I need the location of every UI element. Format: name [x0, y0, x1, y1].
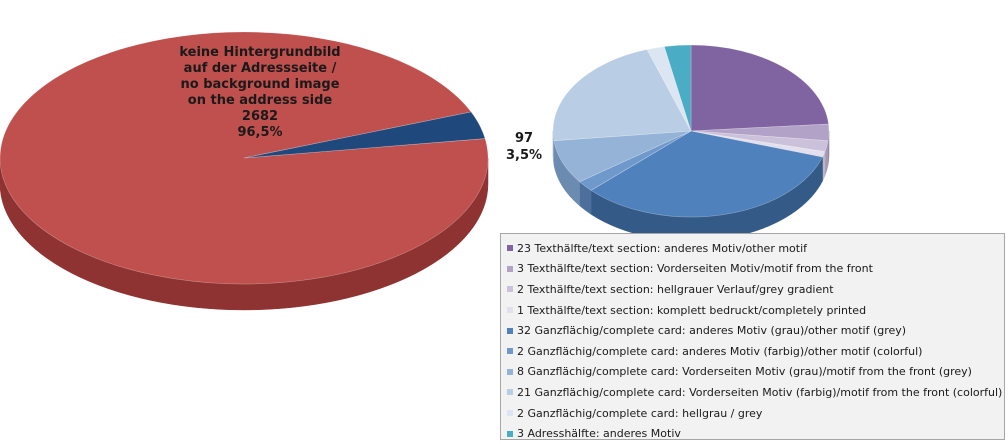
legend-swatch — [507, 307, 513, 314]
secondary-slice-label: 97 3,5% — [496, 130, 552, 164]
pie-slice — [0, 31, 489, 285]
legend-label: 3 Texthälfte/text section: Vorderseiten … — [517, 262, 873, 276]
legend-swatch — [507, 410, 513, 417]
secondary-slice-value: 97 — [514, 131, 534, 146]
pie-slice — [552, 49, 692, 142]
main-slice-percent: 96,5% — [237, 125, 283, 140]
main-slice-label-line: keine Hintergrundbild — [179, 45, 341, 60]
pie-slice — [579, 130, 692, 191]
legend-swatch — [507, 245, 513, 252]
main-slice-value: 2682 — [241, 109, 279, 124]
legend-swatch — [507, 286, 513, 293]
pie-slice — [553, 130, 692, 183]
legend-item: 2 Texthälfte/text section: hellgrauer Ve… — [507, 279, 1004, 300]
main-pie-chart — [0, 31, 489, 311]
main-slice-label-line: no background image — [180, 77, 340, 92]
legend-swatch — [507, 368, 513, 375]
legend-swatch — [507, 327, 513, 334]
legend-swatch — [507, 430, 513, 437]
main-slice-label: keine Hintergrundbild auf der Adressseit… — [150, 45, 370, 141]
legend-label: 8 Ganzflächig/complete card: Vorderseite… — [517, 365, 972, 379]
pie-slice — [690, 44, 829, 132]
legend-label: 1 Texthälfte/text section: komplett bedr… — [517, 303, 867, 317]
main-slice-label-line: auf der Adressseite / — [183, 61, 337, 76]
legend-item: 3 Texthälfte/text section: Vorderseiten … — [507, 259, 1004, 280]
pie-slice — [690, 130, 829, 153]
legend-item: 32 Ganzflächig/complete card: anderes Mo… — [507, 320, 1004, 341]
legend: 23 Texthälfte/text section: anderes Moti… — [500, 233, 1005, 440]
pie-slice — [690, 130, 826, 158]
pie-slice — [243, 111, 486, 159]
legend-swatch — [507, 348, 513, 355]
pie-slice — [646, 46, 692, 132]
legend-item: 8 Ganzflächig/complete card: Vorderseite… — [507, 362, 1004, 383]
legend-swatch — [507, 265, 513, 272]
legend-swatch — [507, 389, 513, 396]
legend-item: 1 Texthälfte/text section: komplett bedr… — [507, 300, 1004, 321]
secondary-slice-percent: 3,5% — [505, 148, 543, 163]
pie-slice — [690, 123, 830, 142]
pie-slice — [663, 44, 692, 132]
legend-label: 21 Ganzflächig/complete card: Vorderseit… — [517, 385, 1003, 399]
legend-label: 2 Texthälfte/text section: hellgrauer Ve… — [517, 282, 834, 296]
legend-item: 2 Ganzflächig/complete card: hellgrau / … — [507, 403, 1004, 424]
main-slice-label-line: on the address side — [187, 93, 333, 108]
legend-item: 23 Texthälfte/text section: anderes Moti… — [507, 238, 1004, 259]
legend-label: 2 Ganzflächig/complete card: hellgrau / … — [517, 406, 763, 420]
legend-label: 32 Ganzflächig/complete card: anderes Mo… — [517, 324, 907, 338]
legend-label: 3 Adresshälfte: anderes Motiv — [517, 427, 681, 441]
legend-item: 3 Adresshälfte: anderes Motiv — [507, 423, 1004, 444]
legend-label: 2 Ganzflächig/complete card: anderes Mot… — [517, 344, 923, 358]
pie-slice — [590, 130, 823, 218]
legend-label: 23 Texthälfte/text section: anderes Moti… — [517, 241, 808, 255]
detail-pie-chart — [552, 44, 830, 242]
legend-item: 21 Ganzflächig/complete card: Vorderseit… — [507, 382, 1004, 403]
legend-item: 2 Ganzflächig/complete card: anderes Mot… — [507, 341, 1004, 362]
